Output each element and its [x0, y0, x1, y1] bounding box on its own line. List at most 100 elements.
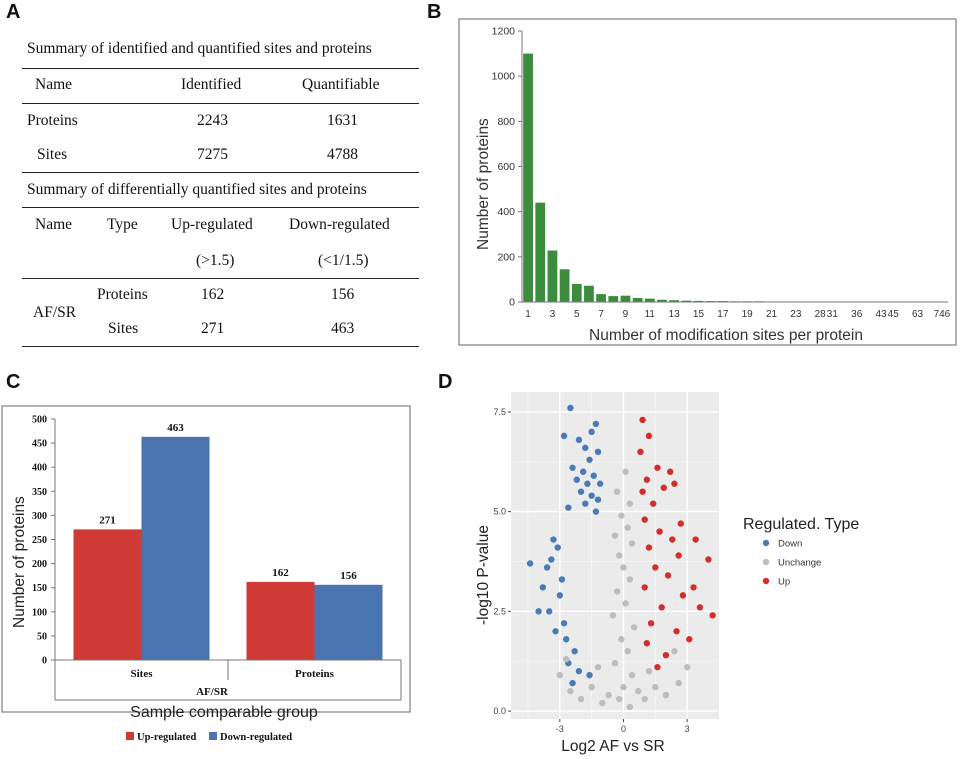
chart-b-bar [523, 53, 533, 303]
chart-d-point-unchange [567, 687, 574, 695]
chart-b-bar [669, 300, 680, 302]
chart-d-point-down [543, 564, 551, 571]
chart-d-point-up [641, 584, 648, 591]
chart-b-x-tick-label: 63 [912, 309, 924, 320]
chart-d-point-unchange [562, 655, 570, 663]
chart-c-group-label: AF/SR [196, 686, 229, 698]
chart-d-point-unchange [577, 695, 585, 703]
chart-d-point-unchange [616, 552, 623, 559]
cell-sites-quantifiable: 4788 [327, 146, 358, 163]
chart-d-point-unchange [628, 540, 636, 547]
chart-d-point-down [590, 472, 597, 479]
chart-d-point-unchange [630, 624, 638, 631]
chart-b-x-tick-label: 9 [623, 309, 629, 320]
chart-b-x-tick-label: 31 [827, 309, 839, 320]
summary-table: Summary of identified and quantified sit… [0, 0, 430, 360]
row-label-proteins: Proteins [27, 112, 78, 129]
chart-c-data-label: 162 [272, 567, 289, 579]
chart-b-x-tick-label: 1 [525, 309, 531, 320]
chart-b-y-tick-label: 600 [497, 161, 515, 173]
chart-d-point-down [571, 648, 578, 655]
chart-d-point-down [560, 432, 568, 440]
chart-b-xlabel: Number of modification sites per protein [589, 327, 863, 344]
chart-d-point-up [647, 620, 655, 627]
chart-d-point-unchange [618, 512, 625, 519]
cell-proteins-quantifiable: 1631 [327, 112, 358, 129]
chart-b-y-tick-label: 200 [497, 251, 515, 263]
chart-c-y-tick-label: 150 [32, 583, 47, 594]
chart-d-point-down [562, 636, 570, 643]
chart-d-point-unchange [588, 683, 595, 691]
chart-d-point-unchange [635, 687, 642, 695]
chart-d-point-down [594, 448, 602, 456]
chart-d-point-down [535, 608, 542, 615]
panel-label-d: D [438, 371, 453, 393]
chart-b-bar [559, 269, 570, 302]
chart-d-point-up [656, 528, 663, 535]
chart-d-point-down [586, 456, 593, 463]
chart-b-x-tick-label: 15 [693, 309, 705, 320]
chart-d-point-unchange [611, 659, 619, 667]
chart-d-x-tick-label: 0 [621, 724, 626, 734]
chart-c-bar [141, 436, 210, 660]
table-title-identified: Summary of identified and quantified sit… [27, 40, 372, 57]
chart-d-point-up [641, 516, 648, 523]
chart-d-point-unchange [618, 636, 625, 643]
chart-d-point-down [565, 504, 572, 511]
chart-c-legend-swatch [209, 732, 217, 740]
chart-b-x-tick-label: 746 [934, 309, 951, 320]
chart-d-point-down [550, 536, 557, 543]
chart-c-y-tick-label: 250 [32, 535, 47, 546]
chart-b-bar [681, 300, 692, 302]
chart-d-point-up [690, 584, 697, 591]
cell2-proteins-up: 162 [201, 286, 225, 303]
chart-d-point-unchange [628, 671, 636, 679]
chart-d-point-unchange [624, 648, 631, 655]
chart-b-x-tick-label: 28 [815, 309, 827, 320]
chart-b-x-tick-label: 19 [742, 309, 754, 320]
chart-d-point-unchange [675, 679, 682, 687]
chart-d-point-up [639, 416, 646, 424]
chart-d-point-down [577, 488, 585, 495]
row2-type-sites: Sites [108, 320, 139, 337]
chart-d-point-unchange [624, 524, 631, 531]
volcano-plot: -3 0 3 0.0 2.5 5.0 7.5 Log2 AF vs SR -log10 P-… [475, 392, 859, 755]
up-down-regulated-bar-chart: 271 463 162 156 0 50 100 150 200 250 300 350 400 450… [1, 405, 411, 743]
chart-b-x-tick-label: 13 [669, 309, 681, 320]
chart-d-point-up [686, 636, 693, 643]
chart-b-bar [584, 285, 594, 302]
chart-d-point-unchange [620, 564, 627, 571]
chart-b-bar [596, 294, 606, 302]
row2-type-proteins: Proteins [97, 286, 148, 303]
chart-d-point-unchange [605, 691, 612, 699]
chart-b-y-tick-label: 400 [497, 206, 515, 218]
chart-d-point-down [526, 560, 534, 567]
chart-b-x-tick-label: 23 [790, 309, 802, 320]
chart-b-y-tick-label: 800 [497, 116, 515, 128]
chart-d-point-down [596, 480, 604, 487]
chart-d-point-down [558, 576, 566, 583]
chart-d-point-down [569, 679, 576, 687]
chart-d-point-unchange [626, 703, 634, 711]
chart-d-point-down [588, 428, 595, 436]
cell2-sites-down: 463 [331, 320, 355, 337]
cell2-proteins-down: 156 [331, 286, 355, 303]
chart-c-y-tick-label: 50 [37, 631, 47, 642]
chart-d-point-up [709, 612, 716, 619]
chart-b-y-tick-label: 0 [509, 297, 515, 309]
chart-d-point-unchange [620, 683, 627, 691]
chart-c-bar [73, 529, 142, 660]
chart-d-point-up [696, 604, 704, 611]
chart-d-point-down [569, 464, 576, 471]
chart-d-point-up [658, 604, 665, 611]
col-sub-down: (<1/1.5) [318, 252, 369, 269]
chart-d-point-up [645, 544, 653, 551]
col-header-up: Up-regulated [171, 216, 253, 233]
chart-d-xlabel: Log2 AF vs SR [561, 738, 664, 755]
chart-d-x-tick-label: 3 [685, 724, 690, 734]
chart-c-y-tick-label: 200 [32, 559, 47, 570]
chart-d-point-up [639, 488, 646, 495]
chart-d-point-unchange [594, 663, 602, 671]
chart-d-point-down [539, 584, 547, 591]
chart-c-legend-label: Down-regulated [220, 732, 292, 743]
